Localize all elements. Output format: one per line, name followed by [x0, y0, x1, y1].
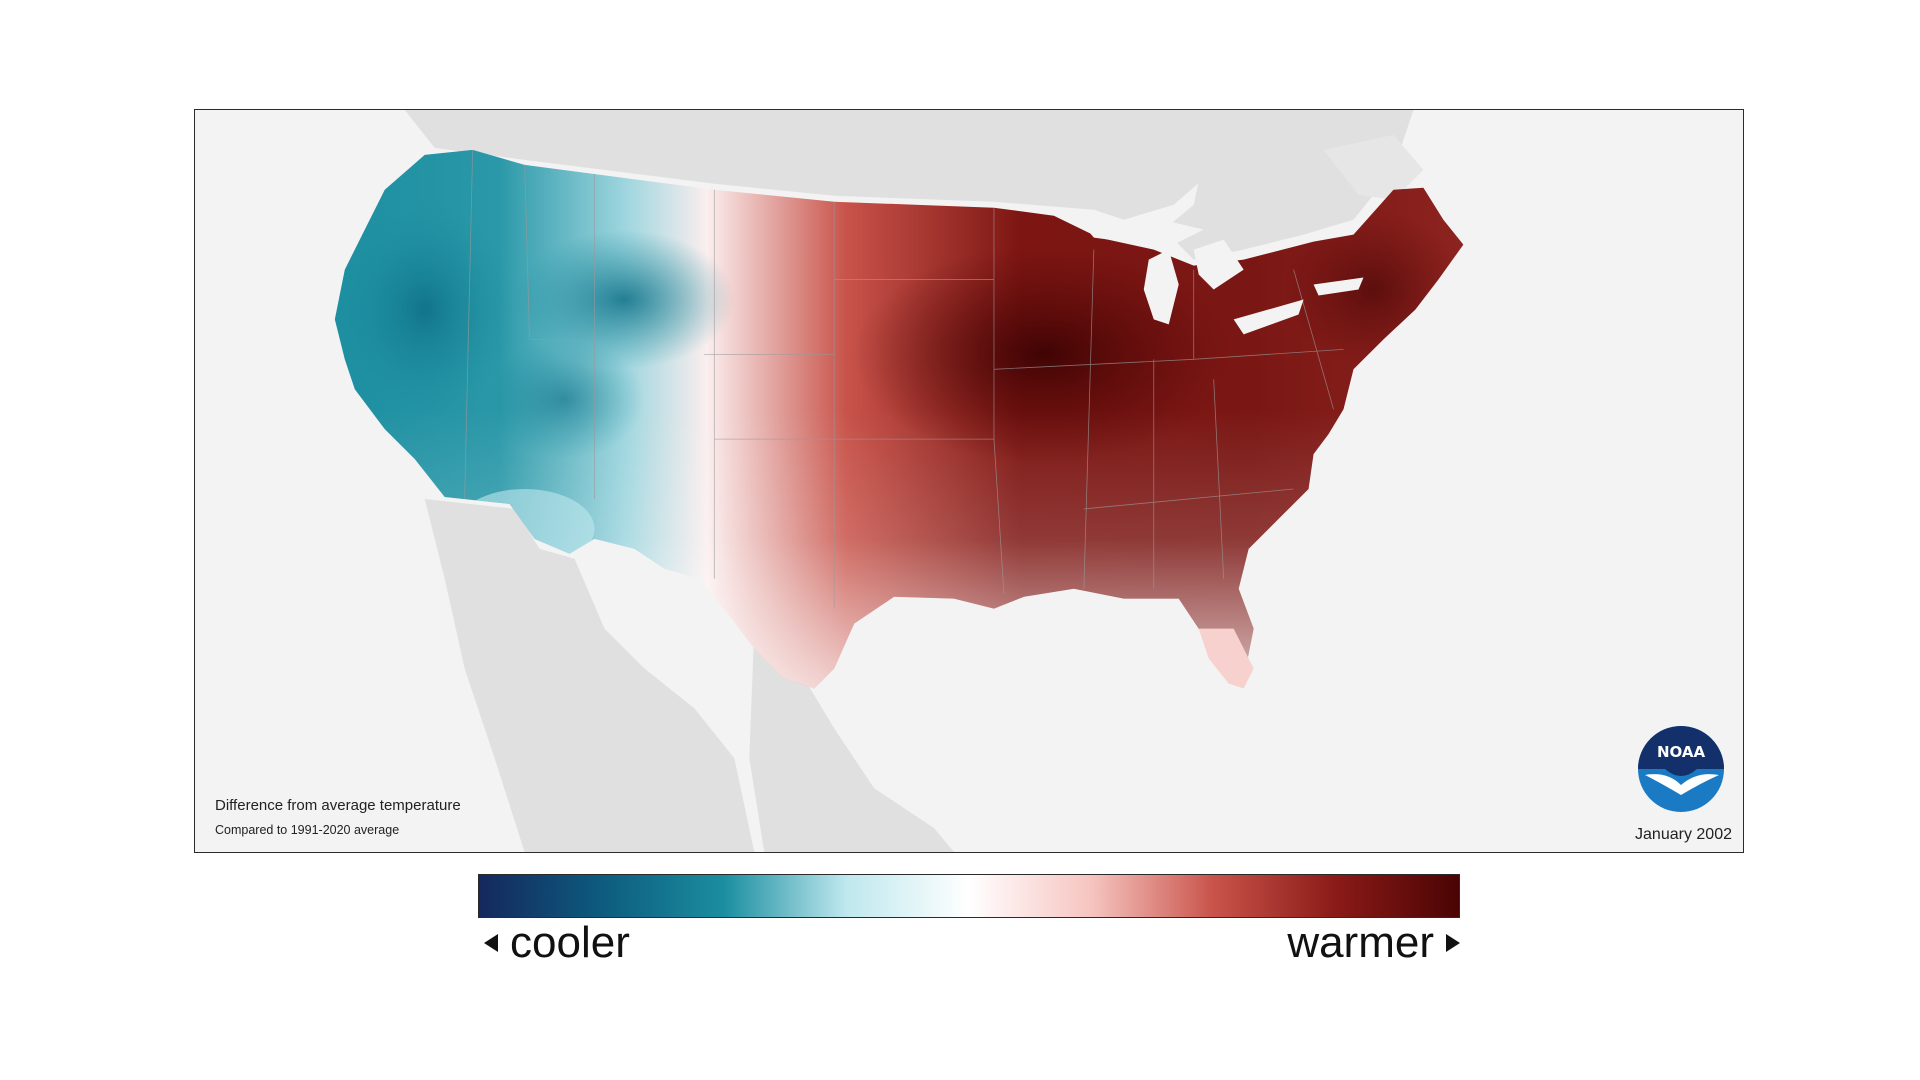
color-scale-bar [478, 874, 1460, 918]
great-lakes [1083, 217, 1364, 335]
warmer-text: warmer [1287, 918, 1434, 967]
warmer-label: warmer [1287, 918, 1460, 968]
surrounding-land [404, 110, 1424, 852]
cooler-label: cooler [484, 918, 630, 968]
map-title: Difference from average temperature [215, 797, 461, 814]
left-arrow-icon [484, 934, 498, 952]
noaa-logo: NOAA [1638, 726, 1724, 812]
right-arrow-icon [1446, 934, 1460, 952]
temperature-anomaly-map [334, 110, 1464, 852]
map-subtitle: Compared to 1991-2020 average [215, 823, 400, 837]
noaa-logo-text: NOAA [1657, 743, 1706, 761]
cooler-text: cooler [510, 918, 630, 967]
map-date: January 2002 [1635, 826, 1732, 843]
map-panel: NOAA Difference from average temperature… [194, 109, 1744, 853]
florida [1198, 628, 1254, 689]
